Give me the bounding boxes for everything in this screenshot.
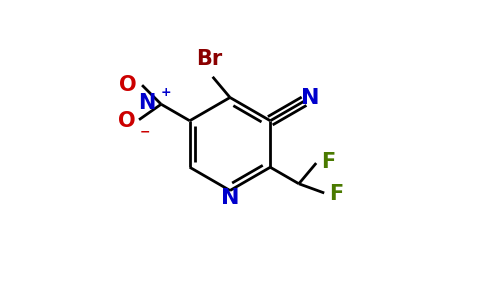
Text: N: N (138, 93, 156, 113)
Text: O: O (118, 111, 136, 130)
Text: +: + (161, 86, 171, 99)
Text: N: N (302, 88, 320, 107)
Text: N: N (221, 188, 239, 208)
Text: −: − (140, 125, 151, 138)
Text: F: F (330, 184, 344, 205)
Text: O: O (119, 75, 136, 94)
Text: F: F (321, 152, 336, 172)
Text: Br: Br (197, 49, 223, 69)
